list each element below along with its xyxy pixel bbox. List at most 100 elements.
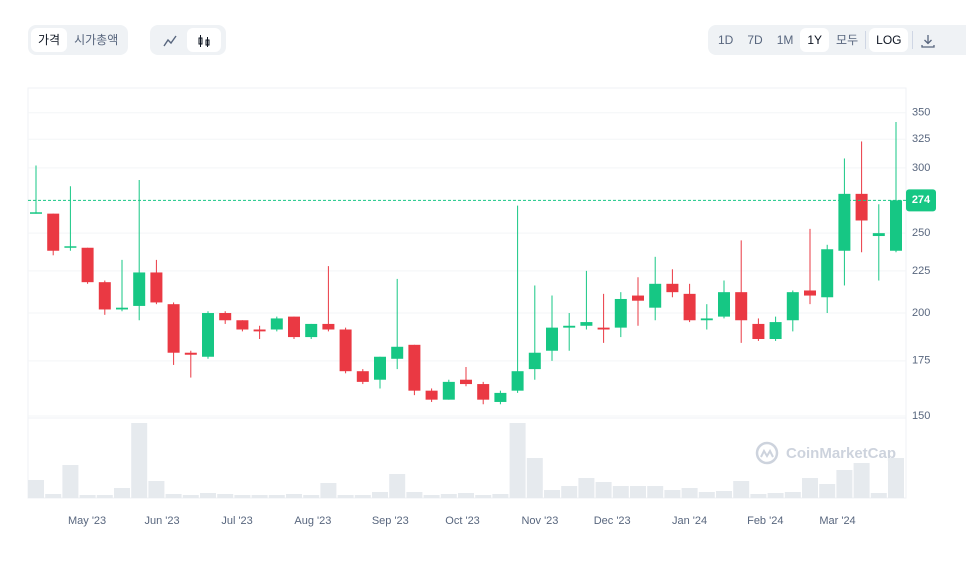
volume-bar	[526, 458, 543, 498]
candle-body	[786, 292, 799, 321]
candle-body	[563, 325, 576, 328]
candle-body	[632, 295, 644, 301]
candle-body	[460, 379, 472, 385]
candle-body	[202, 313, 214, 357]
download[interactable]	[913, 28, 943, 52]
y-tick-label: 350	[912, 107, 930, 119]
candle-body	[649, 283, 662, 308]
volume-bar	[612, 486, 629, 498]
log-button[interactable]: LOG	[869, 28, 909, 52]
volume-bar	[681, 488, 698, 498]
current-price-tag	[906, 189, 936, 212]
divider	[912, 31, 914, 49]
y-tick-label: 150	[912, 410, 930, 422]
candle-body	[305, 323, 318, 338]
volume-bar	[251, 495, 268, 498]
volume-bar	[79, 495, 96, 498]
y-tick-label: 200	[912, 307, 930, 319]
y-tick-label: 225	[912, 265, 930, 277]
volume-bar	[217, 494, 234, 498]
candle-body	[150, 272, 163, 303]
volume-bar	[131, 423, 148, 498]
volume-bar	[733, 481, 750, 498]
volume-bar	[853, 463, 870, 498]
volume-bar	[45, 494, 62, 498]
candle-body	[288, 316, 300, 338]
range[interactable]: 모두	[836, 33, 859, 47]
candle-body	[133, 272, 146, 306]
volume-bar	[767, 493, 784, 498]
candle-icon[interactable]	[187, 28, 221, 52]
x-tick-label: Jan '24	[672, 515, 707, 527]
range[interactable]: 1M	[776, 33, 794, 47]
candle-body	[477, 384, 490, 400]
volume-bar	[716, 491, 732, 498]
volume-bar	[544, 490, 560, 498]
volume-bar	[148, 481, 165, 498]
candle-body	[64, 246, 77, 248]
candle-body	[322, 323, 335, 330]
y-tick-label: 175	[912, 355, 930, 367]
watermark-text: CoinMarketCap	[786, 445, 896, 462]
candle-body	[528, 352, 541, 370]
candle-body	[374, 356, 386, 380]
volume-bar	[698, 492, 715, 498]
volume-bar	[320, 483, 337, 498]
candle-body	[890, 200, 902, 251]
candle-body	[184, 352, 197, 355]
volume-bar	[802, 478, 818, 498]
candle-body	[391, 346, 404, 359]
range[interactable]: 1Y	[800, 28, 830, 52]
candle-body	[339, 329, 352, 372]
candle-body	[511, 371, 524, 391]
x-tick-label: Sep '23	[372, 515, 409, 527]
volume-bar	[870, 493, 887, 498]
volume-bar	[423, 495, 440, 498]
x-tick-label: Dec '23	[594, 515, 631, 527]
volume-bar	[647, 486, 664, 498]
volume-bar	[114, 488, 130, 498]
volume-bar	[836, 470, 853, 498]
tab[interactable]: 가격	[31, 28, 68, 52]
candle-body	[821, 249, 834, 298]
candle-body	[219, 313, 232, 321]
y-tick-label: 325	[912, 133, 930, 145]
candle-body	[580, 322, 593, 326]
watermark: CoinMarketCap	[755, 441, 896, 465]
volume-bar	[234, 495, 251, 498]
volume-bar	[784, 492, 801, 498]
candle-body	[597, 327, 610, 330]
candle-body	[47, 213, 60, 251]
range[interactable]: 7D	[747, 33, 763, 47]
volume-bar	[440, 494, 457, 498]
chart-type	[150, 25, 226, 55]
line-icon[interactable]	[153, 28, 187, 52]
volume-bar	[165, 494, 182, 498]
volume-bar	[888, 458, 904, 498]
candle-body	[30, 212, 42, 214]
volume-bar	[458, 493, 474, 498]
volume-bar	[372, 492, 388, 498]
candle-body	[666, 283, 679, 293]
volume-bar	[561, 486, 578, 498]
volume-bar	[286, 494, 302, 498]
candle-body	[236, 320, 249, 330]
volume-bar	[354, 495, 371, 498]
candle-body	[735, 292, 748, 321]
divider	[865, 31, 867, 49]
candle-body	[872, 233, 885, 237]
range[interactable]: 1D	[718, 33, 734, 47]
x-tick-label: Aug '23	[294, 515, 331, 527]
tab[interactable]: 시가총액	[74, 33, 119, 47]
y-tick-label: 300	[912, 162, 930, 174]
volume-bar	[595, 482, 612, 498]
volume-bar	[664, 490, 681, 498]
volume-bar	[337, 495, 354, 498]
volume-bar	[819, 484, 836, 498]
candle-body	[270, 318, 283, 330]
volume-bar	[200, 493, 216, 498]
candle-body	[116, 307, 128, 310]
candle-body	[98, 282, 111, 310]
